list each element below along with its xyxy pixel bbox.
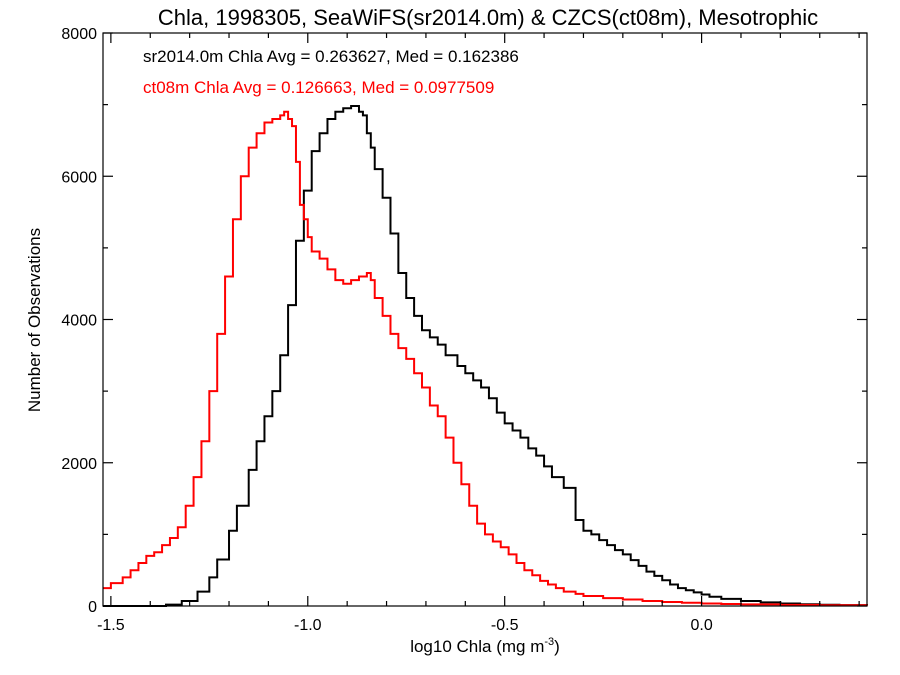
x-tick-label: -0.5: [491, 617, 519, 634]
plot-area: -1.5 -1.0 -0.5 0.0 0 2000 4000 6000 8000: [61, 26, 868, 634]
x-tick-label: -1.0: [294, 617, 322, 634]
annotation-black: sr2014.0m Chla Avg = 0.263627, Med = 0.1…: [143, 47, 519, 66]
x-axis-title-main: log10 Chla (mg m: [410, 637, 544, 656]
ticks-layer: -1.5 -1.0 -0.5 0.0 0 2000 4000 6000 8000: [61, 26, 867, 634]
x-tick-label: 0.0: [690, 617, 712, 634]
y-tick-label: 8000: [61, 26, 97, 43]
x-tick-label: -1.5: [97, 617, 125, 634]
series-line-0: [103, 105, 868, 607]
x-axis-title-close: ): [554, 637, 560, 656]
plot-frame: [102, 32, 868, 607]
y-tick-label: 6000: [61, 169, 97, 186]
annotation-red: ct08m Chla Avg = 0.126663, Med = 0.09775…: [143, 78, 494, 97]
series-layer: [103, 105, 868, 607]
x-axis-title-superscript: -3: [544, 636, 554, 648]
y-tick-label: 0: [88, 599, 97, 616]
x-axis-title: log10 Chla (mg m-3): [410, 636, 560, 656]
y-axis-title: Number of Observations: [25, 228, 44, 412]
y-tick-label: 2000: [61, 456, 97, 473]
y-tick-label: 4000: [61, 313, 97, 330]
chart-title: Chla, 1998305, SeaWiFS(sr2014.0m) & CZCS…: [158, 5, 818, 30]
series-line-1: [103, 110, 868, 607]
